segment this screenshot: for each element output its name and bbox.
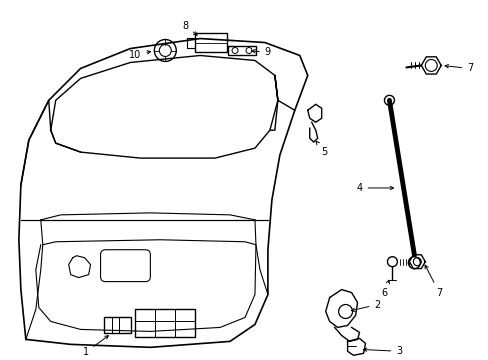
Text: 3: 3 [363, 346, 402, 356]
Text: 7: 7 [424, 265, 442, 298]
Text: 10: 10 [129, 50, 150, 60]
Text: 8: 8 [182, 21, 197, 35]
Text: 6: 6 [381, 280, 388, 298]
Text: 5: 5 [315, 141, 327, 157]
Text: 7: 7 [444, 63, 472, 73]
Text: 4: 4 [356, 183, 393, 193]
Bar [103, 318, 131, 333]
Text: 9: 9 [251, 48, 270, 58]
Bar [195, 32, 226, 53]
Text: 2: 2 [351, 300, 380, 311]
Bar [227, 45, 255, 55]
Text: 1: 1 [82, 336, 108, 357]
Bar [135, 310, 195, 337]
